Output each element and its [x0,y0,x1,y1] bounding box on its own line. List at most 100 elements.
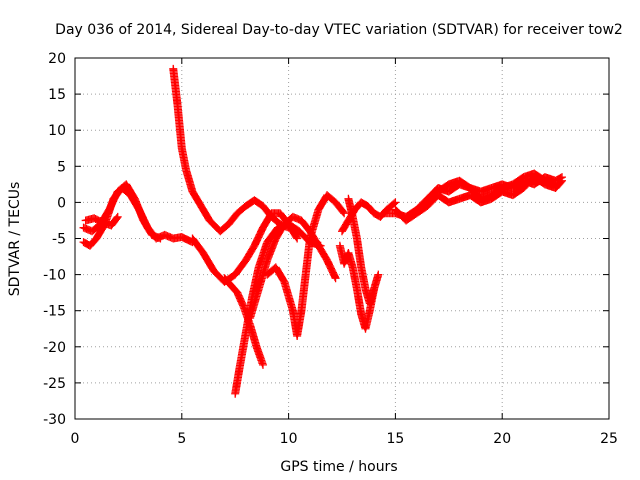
interpolated-markers [531,170,548,184]
interpolated-markers [182,167,197,195]
y-axis-label: SDTVAR / TECUs [7,182,23,297]
interpolated-markers [301,236,314,278]
interpolated-markers [232,257,249,278]
series-arc-6 [220,274,267,369]
interpolated-markers [263,235,280,263]
interpolated-markers [297,272,310,314]
interpolated-markers [403,210,420,224]
axis-ticks: 0 5 10 15 20 25 -30 -25 -20 -15 -10 -5 0 5 10 15 20 [43,51,618,447]
y-tick-label: 15 [48,87,66,103]
interpolated-markers [127,192,143,213]
y-tick-label: -25 [43,376,66,392]
interpolated-markers [338,217,352,234]
y-tick-label: -5 [52,232,66,248]
data-point [370,285,379,294]
data-point [293,234,302,243]
x-tick-label: 25 [600,431,618,447]
interpolated-markers [306,207,323,241]
data-point [558,176,567,185]
data-point [258,360,267,369]
interpolated-markers [323,257,339,281]
y-tick-label: 5 [57,159,66,175]
data-point [340,209,349,218]
series-arc-9 [263,191,349,340]
interpolated-markers [255,239,271,270]
interpolated-markers [510,184,527,199]
interpolated-markers [456,177,473,192]
x-tick-label: 20 [493,431,511,447]
x-axis-label: GPS time / hours [280,459,397,475]
interpolated-markers [361,308,374,332]
interpolated-markers [178,145,190,173]
interpolated-markers [246,286,263,321]
interpolated-markers [259,210,275,231]
interpolated-markers [225,210,241,227]
interpolated-markers [86,235,100,249]
interpolated-markers [93,221,109,242]
chart-title: Day 036 of 2014, Sidereal Day-to-day VTE… [55,22,623,38]
y-tick-label: 10 [48,123,66,139]
interpolated-markers [272,221,288,242]
interpolated-markers [344,196,357,220]
series-arc-8 [246,212,340,322]
data-point [331,274,340,283]
series-arc-12 [344,194,379,308]
x-tick-label: 5 [177,431,186,447]
y-tick-label: -10 [43,268,66,284]
y-tick-label: -20 [43,340,66,356]
y-tick-label: -30 [43,412,66,428]
interpolated-markers [119,184,134,199]
interpolated-markers [364,203,378,217]
data-point [391,198,400,207]
y-tick-label: 0 [57,195,66,211]
interpolated-markers [189,235,207,256]
data-point [551,180,560,189]
interpolated-markers [248,264,263,299]
interpolated-markers [348,214,361,241]
interpolated-markers [91,215,106,226]
interpolated-markers [135,207,151,231]
interpolated-markers [255,257,271,292]
interpolated-markers [234,203,249,217]
interpolated-markers [298,217,314,235]
grid-lines [75,58,609,419]
interpolated-markers [189,188,205,209]
x-tick-label: 10 [280,431,298,447]
interpolated-markers [197,203,213,224]
interpolated-markers [251,225,267,249]
y-tick-label: -15 [43,304,66,320]
series-arc-3 [81,212,122,230]
x-tick-label: 15 [386,431,404,447]
interpolated-markers [268,213,283,228]
interpolated-markers [413,202,431,217]
interpolated-markers [435,181,452,195]
interpolated-markers [510,173,527,188]
interpolated-markers [384,199,399,213]
y-tick-label: 20 [48,51,66,67]
data-point [374,270,383,279]
interpolated-markers [235,329,250,371]
interpolated-markers [324,192,339,206]
interpolated-markers [251,197,266,210]
interpolated-markers [199,250,218,274]
data-series [79,64,567,398]
x-tick-label: 0 [71,431,80,447]
interpolated-markers [285,220,303,235]
interpolated-markers [227,282,241,296]
interpolated-markers [217,221,232,235]
interpolated-markers [108,214,121,229]
interpolated-markers [171,84,182,108]
interpolated-markers [231,365,244,397]
data-point [113,212,122,221]
interpolated-markers [358,199,371,210]
interpolated-markers [272,264,288,285]
interpolated-markers [221,275,235,289]
interpolated-markers [332,199,348,217]
interpolated-markers [264,224,282,245]
interpolated-markers [488,184,506,199]
series-arc-15 [434,169,560,203]
interpolated-markers [175,124,186,151]
interpolated-markers [280,279,297,314]
interpolated-markers [315,243,331,263]
